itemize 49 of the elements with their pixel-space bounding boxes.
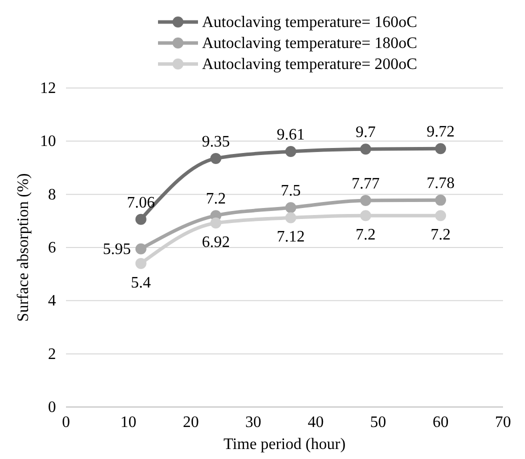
x-tick-label: 70 [495, 414, 511, 431]
data-label: 7.06 [126, 194, 155, 212]
x-axis-title: Time period (hour) [223, 436, 346, 453]
data-label: 6.92 [202, 234, 230, 252]
data-label: 9.35 [202, 133, 230, 150]
y-tick-label: 4 [48, 292, 56, 310]
data-label: 7.5 [280, 182, 301, 200]
x-tick-label: 30 [245, 414, 262, 431]
data-label: 7.78 [426, 175, 455, 192]
point [360, 210, 372, 222]
legend-label: Autoclaving temperature= 180oC [202, 35, 418, 52]
point [285, 212, 296, 224]
point [360, 194, 372, 206]
data-label: 9.61 [276, 126, 305, 144]
data-label: 9.72 [426, 124, 455, 141]
x-tick-label: 20 [182, 414, 199, 431]
point [435, 143, 446, 154]
y-tick-label: 10 [40, 133, 56, 150]
data-label: 5.4 [130, 274, 151, 292]
data-label: 7.2 [430, 226, 451, 244]
x-tick-label: 60 [432, 414, 449, 431]
y-tick-label: 8 [48, 186, 56, 204]
point [210, 218, 222, 229]
data-label: 7.2 [356, 226, 376, 244]
point [135, 258, 146, 269]
point [285, 146, 296, 158]
y-tick-label: 6 [48, 240, 56, 256]
x-tick-label: 40 [308, 414, 324, 431]
point [135, 243, 146, 254]
point [435, 210, 446, 222]
y-axis-title: Surface absorption (%) [15, 173, 32, 322]
point [360, 144, 372, 155]
point [210, 152, 222, 164]
x-tick-label: 10 [120, 414, 136, 431]
y-tick-label: 0 [48, 399, 56, 416]
y-tick-label: 2 [48, 346, 56, 363]
point [135, 214, 146, 225]
y-tick-label: 12 [40, 80, 56, 97]
data-label: 7.2 [206, 190, 226, 208]
x-tick-label: 50 [370, 414, 386, 431]
x-tick-label: 0 [62, 414, 70, 431]
data-label: 7.77 [352, 175, 380, 192]
data-label: 5.95 [102, 240, 131, 258]
data-label: 9.7 [356, 124, 376, 142]
legend-label: Autoclaving temperature= 160oC [202, 14, 418, 31]
point [435, 194, 446, 206]
point [285, 202, 296, 214]
data-label: 7.12 [276, 228, 305, 246]
legend-label: Autoclaving temperature= 200oC [202, 56, 418, 73]
